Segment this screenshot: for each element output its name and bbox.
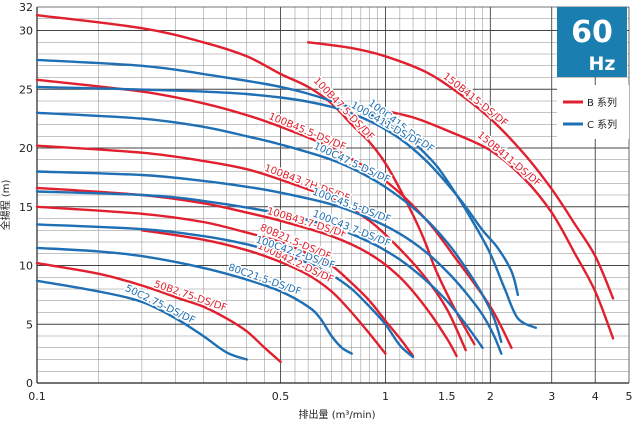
legend-box	[557, 85, 629, 139]
x-tick-label: 3	[548, 390, 555, 403]
x-tick-label: 0.1	[28, 390, 46, 403]
curve-50b2-75-ds-df	[35, 261, 282, 364]
curve-100c43-7-ds-df	[35, 190, 484, 349]
curve-100c415-ds-df	[35, 58, 537, 329]
curve-50c2-75-ds-df	[35, 279, 248, 361]
x-tick-label: 0.5	[272, 390, 290, 403]
x-axis-title: 排出量 (m³/min)	[299, 408, 376, 421]
x-tick-label: 5	[626, 390, 632, 403]
curve-150b415-ds-df	[306, 41, 615, 300]
frequency-badge-number: 60	[571, 15, 613, 50]
y-tick-label: 10	[19, 260, 33, 273]
frequency-badge-box	[557, 7, 627, 77]
y-tick-label: 20	[19, 142, 33, 155]
y-tick-label: 25	[19, 83, 33, 96]
y-tick-label: 5	[26, 318, 33, 331]
x-tick-label: 2	[487, 390, 494, 403]
frequency-badge-unit: Hz	[589, 53, 616, 75]
curve-100c47-5-ds-df	[35, 111, 503, 344]
minor-grid	[37, 7, 629, 383]
y-tick-label: 30	[19, 25, 33, 38]
x-tick-label: 4	[592, 390, 599, 403]
frequency-badge: 60 Hz	[557, 7, 627, 77]
curve-100c42-2-ds-df	[35, 223, 415, 359]
axes	[36, 6, 630, 384]
legend-label-b-series: B 系列	[587, 96, 617, 109]
x-tick-label: 1	[382, 390, 389, 403]
y-tick-label: 32	[19, 1, 33, 14]
curve-80c21-5-ds-df	[35, 246, 353, 355]
legend: B 系列 C 系列	[557, 85, 629, 139]
x-axis-ticks: 0.1 0.5 1 1.5 2 3 4 5	[28, 390, 632, 403]
curve-100c411-ds-df	[35, 85, 520, 297]
y-axis-title: 全揚程 (m)	[0, 180, 12, 231]
y-tick-label: 0	[26, 377, 33, 390]
pump-curves	[35, 14, 615, 364]
legend-label-c-series: C 系列	[587, 118, 617, 131]
curve-100b42-2-ds-df	[140, 229, 387, 355]
x-tick-label: 1.5	[438, 390, 456, 403]
curve-100c45-5-ds-df	[35, 170, 503, 355]
y-axis-ticks: 0 5 10 15 20 25 30 32	[19, 1, 33, 390]
y-tick-label: 15	[19, 201, 33, 214]
curve-80b21-5-ds-df	[35, 205, 415, 358]
curve-150b411-ds-df	[376, 108, 615, 340]
curve-100b45-5-ds-df	[35, 78, 513, 349]
